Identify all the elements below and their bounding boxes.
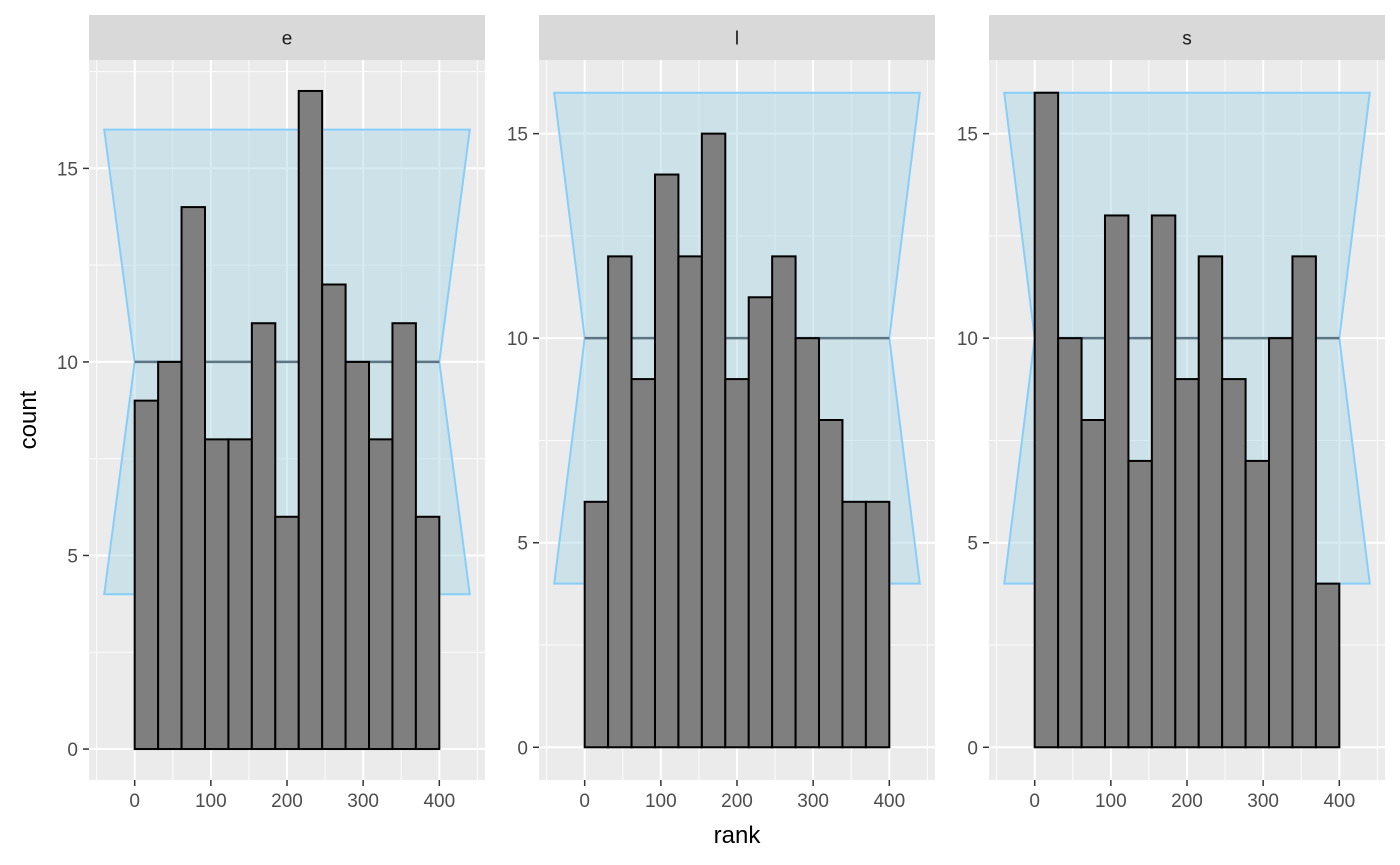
x-tick-label: 0	[129, 791, 140, 812]
x-tick-label: 100	[1095, 791, 1127, 812]
x-tick-label: 100	[195, 791, 227, 812]
histogram-bar	[724, 378, 750, 749]
histogram-bar	[321, 283, 347, 751]
histogram-bar	[583, 500, 610, 749]
facet-strip-label: s	[1182, 29, 1192, 50]
histogram-bar	[1197, 255, 1224, 749]
y-axis-title: count	[15, 390, 42, 449]
x-tick-label: 400	[873, 791, 905, 812]
x-tick-label: 0	[579, 791, 590, 812]
histogram-bar	[794, 337, 821, 749]
histogram-bar	[841, 500, 867, 749]
facet-panel-l: l 0 100 200 300 400 0 5 10 15	[507, 15, 935, 812]
y-tick-label: 0	[967, 738, 978, 759]
y-tick-label: 10	[507, 329, 528, 350]
histogram-bar	[1268, 337, 1294, 749]
facet-strip	[989, 15, 1385, 60]
y-tick-label: 5	[517, 534, 528, 555]
histogram-bar	[274, 515, 300, 751]
facet-strip	[89, 15, 485, 60]
y-tick-label: 10	[957, 329, 978, 350]
y-tick-label: 5	[67, 546, 78, 567]
y-tick-label: 15	[957, 125, 978, 146]
histogram-bar	[297, 89, 324, 751]
histogram-bar	[1080, 419, 1106, 749]
histogram-bar	[180, 206, 206, 751]
y-tick-label: 0	[517, 738, 528, 759]
histogram-bar	[1127, 459, 1153, 749]
histogram-bar	[747, 296, 774, 749]
histogram-bar	[1174, 378, 1200, 749]
x-tick-label: 400	[1323, 791, 1355, 812]
histogram-bar	[157, 360, 183, 751]
x-tick-label: 400	[423, 791, 455, 812]
histogram-bar	[344, 360, 371, 751]
y-tick-label: 0	[67, 740, 78, 761]
histogram-bar	[677, 255, 703, 749]
x-tick-label: 200	[1171, 791, 1203, 812]
x-axis-title: rank	[714, 822, 762, 849]
facet-panel-s: s 0 100 200 300 400 0 5 10 15	[957, 15, 1385, 812]
histogram-bar	[818, 419, 844, 749]
histogram-bar	[607, 255, 633, 749]
facet-panel-e: e 0 100 200 300 400 0 5 10 15	[57, 15, 485, 812]
histogram-bar	[1057, 337, 1083, 749]
histogram-bar	[1221, 378, 1247, 749]
histogram-bar	[1033, 91, 1060, 749]
y-tick-label: 15	[57, 159, 78, 180]
facet-strip-label: l	[735, 29, 739, 50]
histogram-bar	[250, 322, 277, 751]
facet-strip-label: e	[282, 29, 293, 50]
histogram-bar	[630, 378, 656, 749]
histogram-bar	[133, 399, 160, 751]
histogram-bar	[203, 438, 230, 751]
histogram-bar	[1244, 459, 1271, 749]
histogram-bar	[1314, 582, 1341, 749]
y-tick-label: 10	[57, 353, 78, 374]
y-tick-label: 5	[967, 534, 978, 555]
histogram-bar	[414, 515, 441, 751]
x-tick-label: 300	[1247, 791, 1279, 812]
facet-strip	[539, 15, 935, 60]
x-tick-label: 200	[721, 791, 753, 812]
histogram-bar	[653, 173, 680, 749]
x-tick-label: 300	[347, 791, 379, 812]
y-tick-label: 15	[507, 125, 528, 146]
x-tick-label: 100	[645, 791, 677, 812]
histogram-bar	[864, 500, 891, 749]
histogram-bar	[227, 438, 253, 751]
histogram-bar	[391, 322, 417, 751]
histogram-bar	[700, 132, 727, 749]
x-tick-label: 200	[271, 791, 303, 812]
histogram-bar	[368, 438, 394, 751]
histogram-bar	[1103, 214, 1130, 749]
histogram-bar	[1291, 255, 1317, 749]
x-tick-label: 300	[797, 791, 829, 812]
histogram-bar	[1150, 214, 1177, 749]
x-tick-label: 0	[1029, 791, 1040, 812]
histogram-bar	[771, 255, 797, 749]
